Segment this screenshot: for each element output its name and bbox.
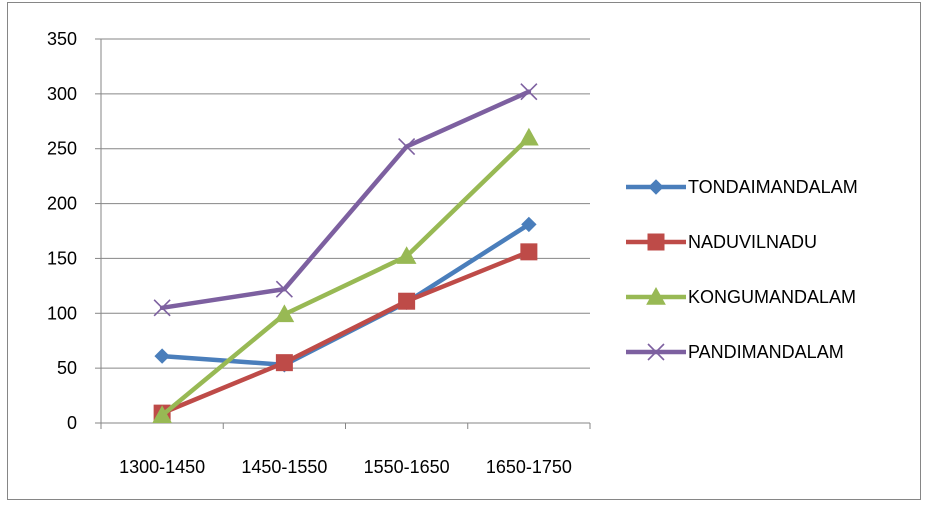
data-point-x <box>520 83 538 101</box>
legend: TONDAIMANDALAM NADUVILNADU KONGUMANDALAM PA… <box>626 177 858 362</box>
y-tick-label: 150 <box>47 248 77 268</box>
series-tondaimandalam <box>154 216 537 373</box>
data-point-square <box>398 292 416 310</box>
data-point-square <box>647 233 665 251</box>
y-tick-label: 250 <box>47 139 77 159</box>
data-point-x <box>398 137 416 156</box>
data-point-square <box>520 243 538 261</box>
y-tick-label: 50 <box>57 358 77 378</box>
data-point-triangle <box>396 246 417 264</box>
y-tick-label: 100 <box>47 303 77 323</box>
series-pandimandalam <box>153 83 538 317</box>
legend-label: TONDAIMANDALAM <box>688 177 858 197</box>
data-point-x-stroke <box>398 137 416 156</box>
data-point-diamond <box>521 216 537 233</box>
x-tick-labels: 1300-1450 1450-1550 1550-1650 1650-1750 <box>119 457 572 477</box>
data-point-x-stroke <box>275 280 293 298</box>
x-tick-label: 1300-1450 <box>119 457 205 477</box>
data-point-x-stroke <box>647 343 665 361</box>
y-tick-label: 300 <box>47 84 77 104</box>
series-line <box>159 222 532 368</box>
legend-label: PANDIMANDALAM <box>688 342 844 362</box>
data-point-diamond <box>648 179 664 195</box>
data-point-x <box>647 343 665 361</box>
data-point-x <box>153 299 171 317</box>
legend-item: KONGUMANDALAM <box>626 286 856 307</box>
y-tick-label: 0 <box>67 413 77 433</box>
y-tick-label: 200 <box>47 194 77 214</box>
series-line <box>159 135 532 418</box>
series-kongumandalam <box>152 127 539 424</box>
x-tick-label: 1450-1550 <box>241 457 327 477</box>
data-point-square <box>275 354 293 372</box>
data-point-triangle <box>274 304 295 323</box>
series-line <box>159 249 532 416</box>
series-line <box>159 89 532 311</box>
data-point-triangle <box>646 286 666 305</box>
legend-item: NADUVILNADU <box>626 232 817 252</box>
y-tick-labels: 0 50 100 150 200 250 300 350 <box>47 29 77 433</box>
legend-item: PANDIMANDALAM <box>626 342 844 362</box>
axes <box>95 38 591 429</box>
legend-label: KONGUMANDALAM <box>688 287 856 307</box>
series-naduvilnadu <box>153 243 538 422</box>
legend-label: NADUVILNADU <box>688 232 817 252</box>
data-point-x-stroke <box>520 83 538 101</box>
x-tick-label: 1650-1750 <box>486 457 572 477</box>
data-point-triangle <box>519 127 539 146</box>
data-point-x-stroke <box>153 299 171 317</box>
legend-item: TONDAIMANDALAM <box>626 177 858 197</box>
gridlines <box>101 38 590 369</box>
x-tick-label: 1550-1650 <box>364 457 450 477</box>
data-point-diamond <box>154 348 170 364</box>
data-point-x <box>275 280 293 298</box>
data-point-triangle <box>152 405 172 424</box>
series-lines <box>152 83 539 424</box>
y-tick-label: 350 <box>47 29 77 49</box>
